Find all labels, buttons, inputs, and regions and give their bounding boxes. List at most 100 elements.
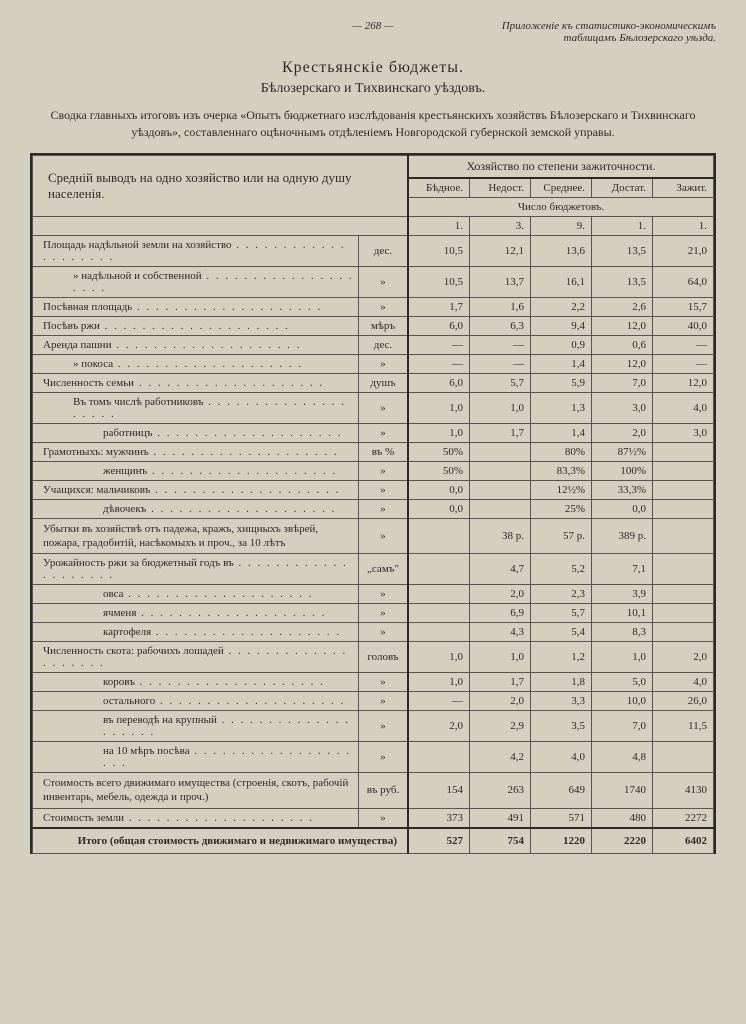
- data-cell: 26,0: [653, 692, 714, 711]
- data-cell: [470, 442, 531, 461]
- data-cell: 2,3: [531, 585, 592, 604]
- data-cell: 5,7: [470, 373, 531, 392]
- data-cell: 13,5: [592, 266, 653, 297]
- budget-count-label: Число бюджетовъ.: [408, 197, 714, 216]
- total-val: 2220: [592, 828, 653, 854]
- unit-cell: »: [359, 604, 409, 623]
- data-cell: 50%: [408, 442, 470, 461]
- row-label: коровъ: [33, 673, 359, 692]
- unit-cell: »: [359, 673, 409, 692]
- data-cell: 7,0: [592, 711, 653, 742]
- unit-cell: дес.: [359, 235, 409, 266]
- row-label: » покоса: [33, 354, 359, 373]
- data-cell: 0,9: [531, 335, 592, 354]
- table-row: » покоса»——1,412,0—: [33, 354, 714, 373]
- data-cell: [653, 742, 714, 773]
- data-cell: —: [653, 354, 714, 373]
- data-cell: 10,1: [592, 604, 653, 623]
- unit-cell: »: [359, 297, 409, 316]
- data-cell: 13,7: [470, 266, 531, 297]
- data-cell: 373: [408, 808, 470, 828]
- data-cell: 2,0: [470, 585, 531, 604]
- row-label: Стоимость всего движимаго имущества (стр…: [33, 773, 359, 809]
- data-cell: 5,0: [592, 673, 653, 692]
- unit-cell: дес.: [359, 335, 409, 354]
- data-cell: 15,7: [653, 297, 714, 316]
- row-label: картофеля: [33, 623, 359, 642]
- row-label: Урожайность ржи за бюджетный годъ въ: [33, 554, 359, 585]
- table-row: картофеля»4,35,48,3: [33, 623, 714, 642]
- data-cell: 4130: [653, 773, 714, 809]
- budget-table: Средній выводъ на одно хозяйство или на …: [32, 155, 714, 854]
- budget-count: 1.: [408, 216, 470, 235]
- data-cell: 1,0: [470, 392, 531, 423]
- data-cell: 4,8: [592, 742, 653, 773]
- unit-cell: »: [359, 423, 409, 442]
- data-cell: [653, 442, 714, 461]
- row-label: женщинъ: [33, 461, 359, 480]
- unit-cell: мѣръ: [359, 316, 409, 335]
- row-label: Стоимость земли: [33, 808, 359, 828]
- data-cell: 21,0: [653, 235, 714, 266]
- table-row: въ переводѣ на крупный»2,02,93,57,011,5: [33, 711, 714, 742]
- data-cell: 3,0: [653, 423, 714, 442]
- table-row: коровъ»1,01,71,85,04,0: [33, 673, 714, 692]
- table-row: на 10 мѣръ посѣва»4,24,04,8: [33, 742, 714, 773]
- row-label: Посѣвъ ржи: [33, 316, 359, 335]
- unit-cell: »: [359, 392, 409, 423]
- budget-count: 1.: [592, 216, 653, 235]
- data-cell: 0,0: [408, 480, 470, 499]
- data-cell: 1,0: [408, 642, 470, 673]
- data-cell: 154: [408, 773, 470, 809]
- data-cell: 6,9: [470, 604, 531, 623]
- data-cell: 2272: [653, 808, 714, 828]
- row-label: Въ томъ числѣ работниковъ: [33, 392, 359, 423]
- table-row: Посѣвъ ржимѣръ6,06,39,412,040,0: [33, 316, 714, 335]
- row-label: Численность скота: рабочихъ лошадей: [33, 642, 359, 673]
- data-cell: 1,0: [408, 392, 470, 423]
- data-cell: 87½%: [592, 442, 653, 461]
- row-label: дѣвочекъ: [33, 499, 359, 518]
- data-cell: 1,6: [470, 297, 531, 316]
- data-cell: 100%: [592, 461, 653, 480]
- unit-cell: душъ: [359, 373, 409, 392]
- title-main: Крестьянскіе бюджеты.: [30, 59, 716, 77]
- data-cell: [408, 585, 470, 604]
- data-cell: 12,1: [470, 235, 531, 266]
- data-cell: 12,0: [592, 354, 653, 373]
- data-cell: —: [653, 335, 714, 354]
- data-cell: —: [470, 354, 531, 373]
- table-row: Площадь надѣльной земли на хозяйстводес.…: [33, 235, 714, 266]
- data-cell: [470, 461, 531, 480]
- data-cell: [653, 604, 714, 623]
- unit-cell: „самъ": [359, 554, 409, 585]
- table-row: Посѣвная площадь»1,71,62,22,615,7: [33, 297, 714, 316]
- data-cell: 3,3: [531, 692, 592, 711]
- column-header: Зажит.: [653, 178, 714, 198]
- data-cell: 2,2: [531, 297, 592, 316]
- budget-count: 3.: [470, 216, 531, 235]
- unit-cell: »: [359, 518, 409, 554]
- unit-cell: въ руб.: [359, 773, 409, 809]
- row-label: остального: [33, 692, 359, 711]
- data-cell: [470, 499, 531, 518]
- data-cell: 4,0: [653, 392, 714, 423]
- data-cell: 1,4: [531, 423, 592, 442]
- data-cell: 13,5: [592, 235, 653, 266]
- data-cell: 64,0: [653, 266, 714, 297]
- data-cell: 11,5: [653, 711, 714, 742]
- data-cell: —: [408, 692, 470, 711]
- row-label: въ переводѣ на крупный: [33, 711, 359, 742]
- data-cell: 6,0: [408, 373, 470, 392]
- data-cell: 1,3: [531, 392, 592, 423]
- intro-text: Сводка главныхъ итоговъ изъ очерка «Опыт…: [30, 107, 716, 141]
- data-cell: [653, 585, 714, 604]
- row-label: Посѣвная площадь: [33, 297, 359, 316]
- column-header: Достат.: [592, 178, 653, 198]
- data-cell: [653, 554, 714, 585]
- table-row: Урожайность ржи за бюджетный годъ въ„сам…: [33, 554, 714, 585]
- data-cell: [653, 518, 714, 554]
- row-label: Площадь надѣльной земли на хозяйство: [33, 235, 359, 266]
- table-row: работницъ»1,01,71,42,03,0: [33, 423, 714, 442]
- table-row: Убытки въ хозяйствѣ отъ падежа, кражъ, х…: [33, 518, 714, 554]
